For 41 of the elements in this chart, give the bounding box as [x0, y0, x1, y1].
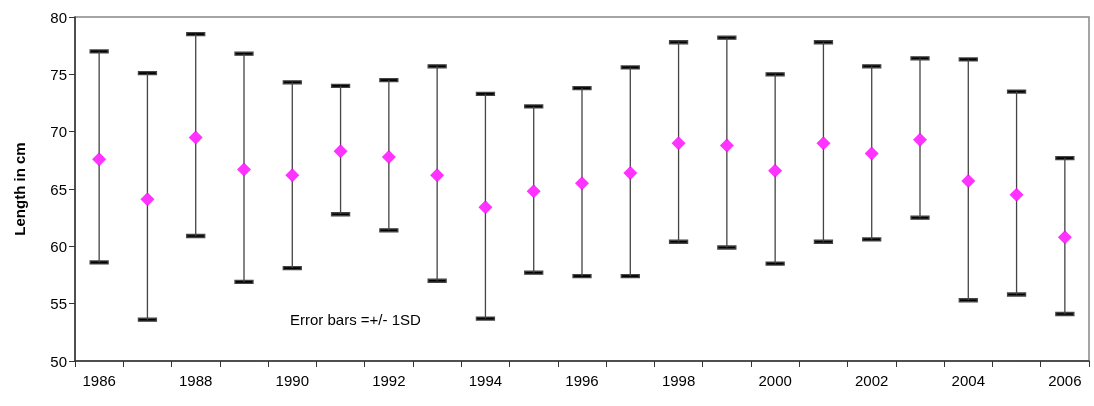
point [575, 176, 589, 191]
x-tick-label: 2004 [951, 372, 985, 389]
x-tick-label: 1988 [179, 372, 213, 389]
point [478, 200, 493, 215]
x-tick-label: 1998 [661, 372, 696, 389]
y-tick-label: 50 [50, 352, 67, 370]
x-tick-label: 1994 [468, 372, 503, 389]
point [719, 138, 734, 153]
point [1057, 230, 1072, 245]
point [671, 136, 686, 151]
point [1009, 187, 1024, 202]
point [92, 152, 107, 167]
point [430, 168, 445, 183]
point [864, 146, 879, 161]
y-tick-label: 60 [50, 237, 67, 255]
point [333, 144, 348, 159]
point [381, 149, 396, 164]
x-tick-label: 2006 [1048, 372, 1082, 389]
point [526, 184, 541, 199]
x-tick-label: 1990 [275, 372, 309, 389]
y-tick-label: 55 [50, 295, 67, 313]
y-tick-label: 80 [50, 8, 67, 26]
point [623, 165, 638, 180]
x-tick-label: 1996 [565, 372, 599, 389]
y-axis-title: Length in cm [11, 142, 28, 236]
x-tick-label: 2000 [758, 372, 792, 389]
annotation: Error bars =+/- 1SD [290, 311, 422, 328]
x-tick-label: 2002 [855, 372, 889, 389]
y-tick-label: 65 [50, 180, 67, 198]
point [961, 173, 976, 188]
point [237, 162, 251, 177]
point [140, 192, 155, 207]
point [768, 163, 783, 178]
x-tick-label: 1986 [82, 372, 116, 389]
point [285, 168, 300, 183]
x-tick-label: 1992 [372, 372, 406, 389]
y-tick-label: 75 [50, 65, 67, 83]
point [816, 136, 831, 151]
point [913, 132, 927, 147]
point [188, 130, 203, 145]
y-tick-label: 70 [50, 123, 67, 141]
